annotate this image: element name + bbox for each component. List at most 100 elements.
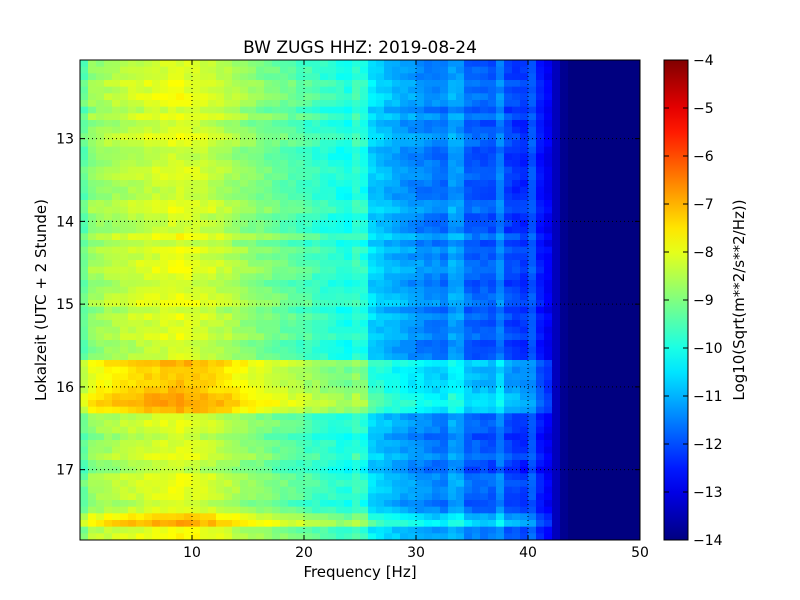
heatmap-cell — [608, 80, 617, 88]
heatmap-cell — [592, 486, 601, 494]
heatmap-cell — [288, 320, 297, 328]
heatmap-cell — [144, 180, 153, 188]
heatmap-cell — [440, 473, 449, 481]
heatmap-cell — [560, 113, 569, 121]
heatmap-cell — [632, 353, 640, 361]
heatmap-cell — [152, 533, 161, 540]
heatmap-cell — [432, 100, 441, 108]
heatmap-cell — [128, 246, 137, 254]
heatmap-cell — [128, 220, 137, 228]
heatmap-cell — [312, 273, 321, 281]
heatmap-cell — [336, 346, 345, 354]
heatmap-cell — [208, 126, 217, 134]
heatmap-cell — [136, 353, 145, 361]
heatmap-cell — [144, 153, 153, 161]
heatmap-cell — [424, 266, 433, 274]
heatmap-cell — [368, 166, 377, 174]
heatmap-cell — [288, 186, 297, 194]
heatmap-cell — [472, 406, 481, 414]
heatmap-cell — [480, 146, 489, 154]
heatmap-cell — [528, 173, 537, 181]
heatmap-cell — [136, 380, 145, 388]
heatmap-cell — [568, 133, 577, 141]
heatmap-cell — [344, 306, 353, 314]
heatmap-cell — [184, 100, 193, 108]
heatmap-cell — [144, 300, 153, 308]
heatmap-cell — [416, 360, 425, 368]
heatmap-cell — [240, 413, 249, 421]
heatmap-cell — [576, 233, 585, 241]
heatmap-cell — [320, 493, 329, 501]
heatmap-cell — [424, 373, 433, 381]
heatmap-cell — [224, 240, 233, 248]
heatmap-cell — [152, 520, 161, 528]
heatmap-cell — [176, 200, 185, 208]
heatmap-cell — [432, 513, 441, 521]
heatmap-cell — [192, 100, 201, 108]
heatmap-cell — [344, 273, 353, 281]
heatmap-cell — [272, 426, 281, 434]
heatmap-cell — [200, 266, 209, 274]
heatmap-cell — [312, 213, 321, 221]
heatmap-cell — [528, 393, 537, 401]
heatmap-cell — [80, 380, 89, 388]
heatmap-cell — [624, 366, 633, 374]
heatmap-cell — [512, 60, 521, 68]
heatmap-cell — [152, 373, 161, 381]
heatmap-cell — [592, 66, 601, 74]
heatmap-cell — [216, 226, 225, 234]
heatmap-cell — [200, 386, 209, 394]
heatmap-cell — [288, 473, 297, 481]
heatmap-cell — [560, 146, 569, 154]
heatmap-cell — [496, 266, 505, 274]
heatmap-cell — [488, 246, 497, 254]
heatmap-cell — [512, 100, 521, 108]
heatmap-cell — [368, 480, 377, 488]
heatmap-cell — [416, 420, 425, 428]
heatmap-cell — [408, 253, 417, 261]
heatmap-cell — [584, 233, 593, 241]
heatmap-cell — [600, 440, 609, 448]
heatmap-cell — [344, 166, 353, 174]
heatmap-cell — [520, 406, 529, 414]
heatmap-cell — [608, 73, 617, 81]
heatmap-cell — [312, 480, 321, 488]
heatmap-cell — [184, 420, 193, 428]
heatmap-cell — [312, 353, 321, 361]
heatmap-cell — [576, 160, 585, 168]
heatmap-cell — [608, 173, 617, 181]
heatmap-cell — [176, 260, 185, 268]
heatmap-cell — [168, 453, 177, 461]
heatmap-cell — [120, 460, 129, 468]
heatmap-cell — [168, 513, 177, 521]
heatmap-cell — [480, 520, 489, 528]
heatmap-cell — [544, 393, 553, 401]
heatmap-cell — [104, 506, 113, 514]
heatmap-cell — [472, 513, 481, 521]
heatmap-cell — [624, 146, 633, 154]
heatmap-cell — [480, 453, 489, 461]
heatmap-cell — [304, 406, 313, 414]
heatmap-cell — [168, 433, 177, 441]
heatmap-cell — [248, 66, 257, 74]
heatmap-cell — [504, 460, 513, 468]
heatmap-cell — [376, 213, 385, 221]
heatmap-cell — [296, 480, 305, 488]
heatmap-cell — [136, 526, 145, 534]
heatmap-cell — [392, 273, 401, 281]
heatmap-cell — [96, 253, 105, 261]
heatmap-cell — [456, 120, 465, 128]
heatmap-cell — [448, 80, 457, 88]
heatmap-cell — [272, 300, 281, 308]
heatmap-cell — [104, 493, 113, 501]
heatmap-cell — [208, 386, 217, 394]
heatmap-cell — [120, 353, 129, 361]
heatmap-cell — [416, 120, 425, 128]
heatmap-cell — [336, 513, 345, 521]
heatmap-cell — [384, 240, 393, 248]
heatmap-cell — [304, 500, 313, 508]
heatmap-cell — [408, 186, 417, 194]
heatmap-cell — [616, 60, 625, 68]
heatmap-cell — [512, 500, 521, 508]
heatmap-cell — [208, 286, 217, 294]
